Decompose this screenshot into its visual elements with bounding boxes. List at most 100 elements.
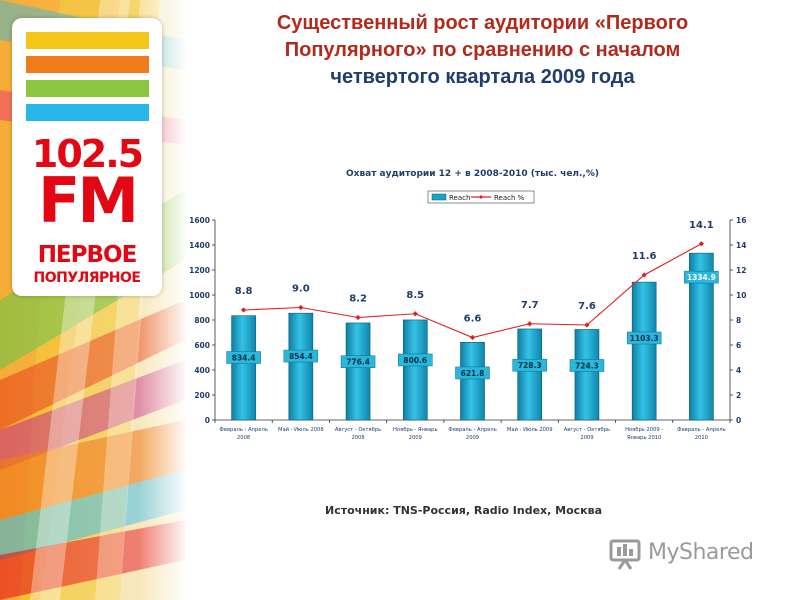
x-tick-label: Февраль - Апрель	[677, 427, 726, 433]
line-value-label: 9.0	[292, 284, 310, 295]
line-value-label: 8.5	[406, 290, 424, 301]
x-tick-label: 2009	[466, 435, 479, 441]
line-value-label: 8.2	[349, 294, 367, 305]
logo-name-line1: ПЕРВОЕ	[37, 242, 138, 268]
line-value-label: 11.6	[632, 251, 657, 262]
logo-name-line2: ПОПУЛЯРНОЕ	[33, 270, 141, 286]
bar-value-label-box	[512, 358, 547, 372]
y-right-tick-label: 4	[736, 366, 741, 375]
logo-stripe-green	[26, 80, 149, 97]
watermark-text: MyShared	[648, 540, 754, 565]
bar-value-label-box	[455, 366, 490, 380]
logo-band: FM	[37, 164, 139, 237]
y-right-tick-label: 2	[736, 391, 741, 400]
y-left-tick-label: 0	[205, 416, 210, 425]
line-value-label: 7.6	[578, 301, 596, 312]
line-value-label: 14.1	[689, 220, 714, 231]
logo-stripe-blue	[26, 104, 149, 121]
x-tick-label: Май - Июль 2008	[278, 426, 324, 433]
chart-title: Охват аудитории 12 + в 2008-2010 (тыс. ч…	[346, 169, 599, 179]
legend-marker-reach-pct	[479, 195, 483, 199]
logo-stripe-yellow	[26, 32, 149, 49]
bar-value-label-box	[226, 351, 261, 364]
x-tick-label: 2008	[351, 435, 364, 441]
station-logo: 102.5 FM ПЕРВОЕ ПОПУЛЯРНОЕ	[12, 18, 162, 296]
y-left-tick-label: 400	[194, 366, 210, 375]
y-right-tick-label: 6	[736, 341, 741, 350]
x-tick-label: Январь 2010	[627, 435, 661, 441]
bar-value-label-box	[340, 355, 376, 368]
line-point-reach-pct	[641, 272, 647, 278]
legend-label-reach: Reach	[449, 194, 470, 202]
legend-swatch-reach	[431, 193, 447, 201]
bar-reach	[517, 328, 543, 421]
y-right-tick-label: 16	[736, 216, 746, 225]
bar-value-label: 834.4	[232, 354, 256, 363]
line-value-label: 6.6	[464, 314, 482, 325]
bar-reach	[231, 315, 256, 421]
bar-reach	[402, 319, 428, 421]
bar-value-label: 800.6	[403, 356, 427, 365]
slide-title-line1: Существенный рост аудитории «Первого	[276, 12, 689, 34]
y-left-tick-label: 200	[194, 391, 210, 400]
y-right-tick-label: 14	[736, 241, 746, 250]
bar-value-label: 854.4	[289, 352, 313, 361]
y-left-tick-label: 1200	[189, 266, 210, 275]
x-tick-label: Ноябрь 2009 -	[625, 427, 663, 433]
source-note: Источник: TNS-Россия, Radio Index, Москв…	[325, 504, 603, 517]
bar-value-label: 728.3	[518, 361, 542, 370]
x-tick-label: Февраль - Апрель	[219, 427, 268, 433]
bar-reach	[460, 341, 485, 421]
bar-value-label: 776.4	[346, 358, 370, 367]
y-right-tick-label: 8	[736, 316, 741, 325]
bar-reach	[631, 281, 657, 421]
x-tick-label: 2010	[695, 435, 708, 441]
line-point-reach-pct	[355, 314, 361, 321]
y-right-tick-label: 10	[736, 291, 746, 300]
line-point-reach-pct	[241, 307, 247, 313]
line-point-reach-pct	[527, 321, 533, 327]
x-tick-label: 2009	[580, 435, 593, 441]
x-tick-label: Август - Октябрь	[564, 427, 610, 433]
bar-value-label-box	[398, 353, 433, 367]
slide-title: Существенный рост аудитории «Первого Поп…	[200, 10, 765, 91]
y-left-tick-label: 800	[194, 316, 210, 325]
line-point-reach-pct	[698, 241, 704, 247]
slide-title-line2: Популярного» по сравнению с началом	[284, 39, 681, 61]
y-left-tick-label: 600	[194, 341, 210, 350]
y-left-tick-label: 1400	[189, 241, 210, 250]
x-tick-label: Май - Июль 2009	[507, 426, 553, 433]
x-tick-label: 2008	[237, 435, 250, 441]
bar-value-label-box	[684, 270, 719, 284]
myshared-watermark: MyShared	[608, 536, 768, 572]
bar-value-label: 724.3	[575, 361, 599, 370]
line-point-reach-pct	[469, 334, 476, 341]
line-point-reach-pct	[412, 311, 418, 317]
presentation-icon	[609, 539, 641, 570]
y-right-tick-label: 12	[736, 266, 746, 275]
x-tick-label: 2009	[409, 435, 422, 441]
y-left-tick-label: 1000	[189, 291, 210, 300]
legend-label-reach-pct: Reach %	[494, 194, 525, 202]
x-tick-label: Август - Октябрь	[335, 427, 381, 433]
x-tick-label: Ноябрь - Январь	[393, 427, 438, 433]
x-tick-label: Февраль - Апрель	[448, 427, 497, 433]
bar-value-label: 621.8	[461, 369, 485, 378]
bar-value-label-box	[626, 331, 662, 345]
line-point-reach-pct	[298, 304, 304, 311]
bar-value-label: 1103.3	[630, 334, 659, 343]
bar-reach	[574, 329, 600, 421]
reach-chart-svg: Охват аудитории 12 + в 2008-2010 (тыс. ч…	[189, 169, 746, 441]
line-point-reach-pct	[584, 322, 590, 328]
line-value-label: 7.7	[521, 300, 539, 311]
line-value-label: 8.8	[235, 286, 253, 297]
slide-title-line3: четвертого квартала 2009 года	[330, 66, 635, 88]
bar-reach	[345, 322, 371, 421]
bar-value-label: 1334.9	[687, 273, 716, 282]
y-right-tick-label: 0	[736, 416, 741, 425]
bar-reach	[288, 312, 314, 421]
bar-value-label-box	[569, 359, 605, 372]
reach-chart: Охват аудитории 12 + в 2008-2010 (тыс. ч…	[185, 156, 765, 446]
y-left-tick-label: 1600	[189, 216, 210, 225]
logo-frequency: 102.5	[31, 132, 144, 176]
